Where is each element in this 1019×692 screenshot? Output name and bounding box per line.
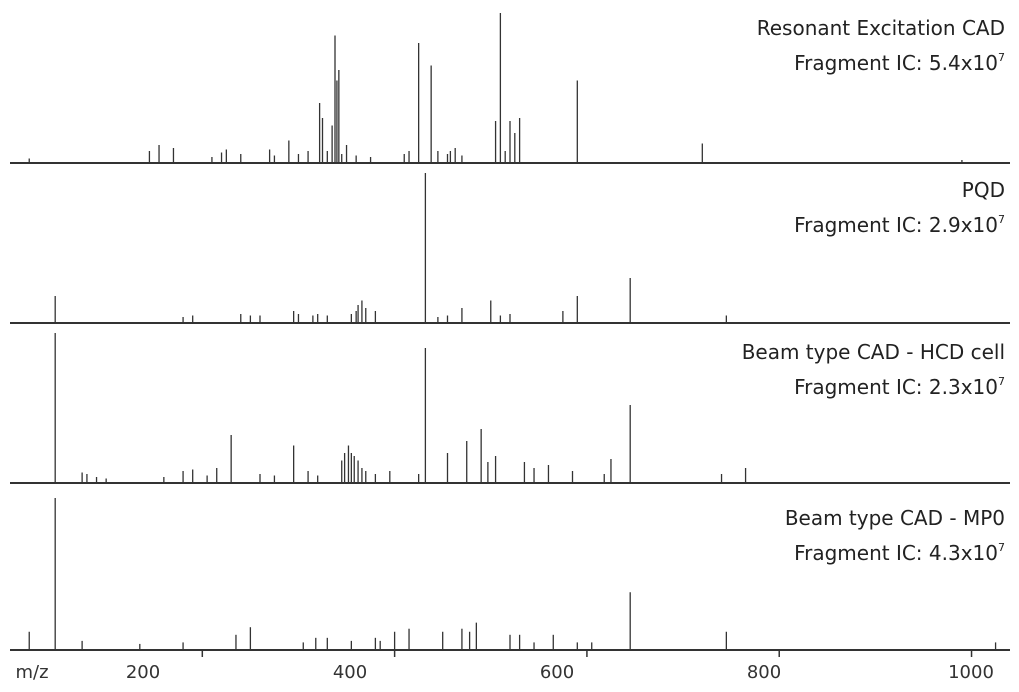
x-tick-label: 800 [746,662,782,683]
panel-4-ic: Fragment IC: 4.3x107 [794,541,1005,565]
panel-3-ic: Fragment IC: 2.3x107 [794,375,1005,399]
panel-1-label: Resonant Excitation CAD Fragment IC: 5.4… [757,14,1005,78]
panel-2-ic: Fragment IC: 2.9x107 [794,213,1005,237]
x-tick-label: 600 [539,662,575,683]
x-tick-label: 1000 [948,662,994,683]
panel-2-title: PQD [961,178,1005,202]
x-tick-label: 200 [125,662,161,683]
panel-4-title: Beam type CAD - MP0 [784,506,1005,530]
x-tick-label: 400 [332,662,368,683]
panel-4-label: Beam type CAD - MP0 Fragment IC: 4.3x107 [785,504,1005,568]
x-axis-label: m/z [15,662,49,683]
panel-2-label: PQD Fragment IC: 2.9x107 [794,176,1005,240]
panel-3-label: Beam type CAD - HCD cell Fragment IC: 2.… [742,338,1005,402]
panel-1-title: Resonant Excitation CAD [756,16,1005,40]
panel-3-title: Beam type CAD - HCD cell [741,340,1005,364]
panel-1-ic: Fragment IC: 5.4x107 [794,51,1005,75]
